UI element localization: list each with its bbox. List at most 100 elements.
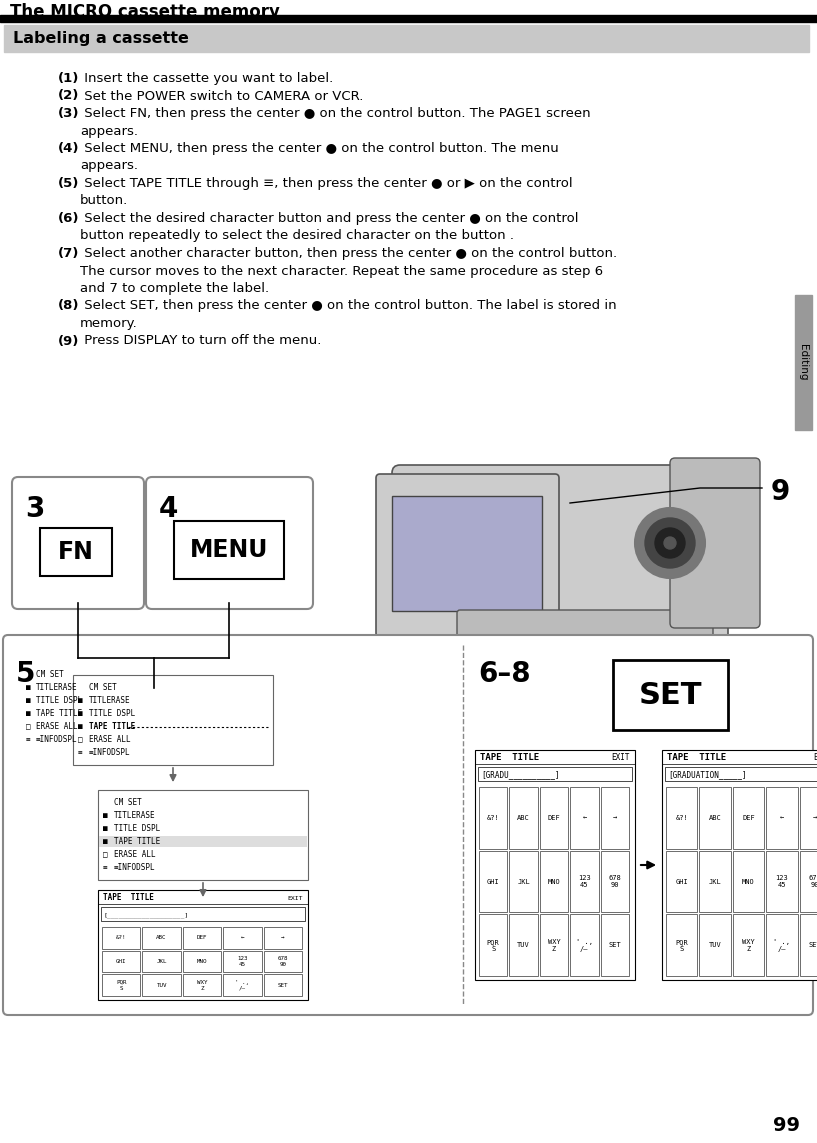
Text: 9: 9: [770, 478, 790, 506]
Text: ≡: ≡: [103, 863, 108, 872]
Bar: [666, 914, 698, 976]
Bar: [800, 850, 817, 912]
Text: PQR
S: PQR S: [676, 938, 688, 952]
Text: (6): (6): [58, 211, 79, 225]
Bar: [540, 850, 568, 912]
Bar: [510, 788, 538, 848]
Bar: [570, 788, 599, 848]
FancyBboxPatch shape: [12, 477, 144, 609]
Bar: [600, 850, 629, 912]
Text: (2): (2): [58, 89, 79, 103]
Text: &?!: &?!: [487, 815, 499, 821]
Bar: [142, 974, 181, 996]
Text: ■: ■: [26, 684, 30, 692]
Bar: [478, 767, 632, 781]
Text: [GRADU__________]: [GRADU__________]: [481, 770, 560, 780]
Bar: [613, 660, 728, 730]
Bar: [142, 951, 181, 973]
Bar: [662, 750, 817, 980]
Bar: [600, 788, 629, 848]
Bar: [102, 951, 141, 973]
Bar: [570, 914, 599, 976]
FancyBboxPatch shape: [392, 465, 728, 652]
Text: →: →: [281, 935, 284, 941]
Text: WXY
Z: WXY Z: [197, 980, 208, 991]
Bar: [183, 951, 221, 973]
Bar: [101, 908, 305, 921]
Bar: [766, 914, 797, 976]
Text: GHI: GHI: [116, 959, 127, 964]
Text: MNO: MNO: [742, 879, 755, 885]
Text: Insert the cassette you want to label.: Insert the cassette you want to label.: [80, 72, 333, 85]
Text: Select SET, then press the center ● on the control button. The label is stored i: Select SET, then press the center ● on t…: [80, 299, 617, 312]
Text: ≡INFODSPL: ≡INFODSPL: [36, 735, 78, 744]
Text: ≡INFODSPL: ≡INFODSPL: [89, 748, 131, 757]
Text: 678
90: 678 90: [278, 956, 288, 967]
Text: (3): (3): [58, 107, 79, 120]
FancyBboxPatch shape: [457, 610, 713, 646]
Bar: [74, 721, 272, 732]
Text: TAPE  TITLE: TAPE TITLE: [480, 753, 539, 762]
Text: ←: ←: [583, 815, 587, 821]
FancyBboxPatch shape: [146, 477, 313, 609]
Text: MNO: MNO: [547, 879, 560, 885]
Bar: [733, 788, 764, 848]
Text: EXIT: EXIT: [611, 753, 630, 762]
Bar: [666, 788, 698, 848]
Bar: [510, 850, 538, 912]
Text: ■: ■: [78, 709, 83, 718]
Text: EXIT: EXIT: [288, 895, 303, 901]
Text: ■: ■: [103, 837, 108, 846]
Bar: [699, 788, 730, 848]
Bar: [223, 951, 261, 973]
Text: CM SET: CM SET: [89, 684, 117, 692]
Bar: [264, 951, 302, 973]
Text: GHI: GHI: [487, 879, 499, 885]
Text: Select TAPE TITLE through ≡, then press the center ● or ▶ on the control: Select TAPE TITLE through ≡, then press …: [80, 177, 573, 190]
Text: →: →: [813, 815, 817, 821]
Bar: [102, 927, 141, 949]
Text: 99: 99: [773, 1116, 800, 1135]
Text: SET: SET: [809, 942, 817, 949]
Text: ≡INFODSPL: ≡INFODSPL: [114, 863, 155, 872]
Text: ERASE ALL: ERASE ALL: [89, 735, 131, 744]
Text: PQR
S: PQR S: [116, 980, 127, 991]
Text: □: □: [26, 722, 30, 732]
Text: ■: ■: [78, 696, 83, 705]
Text: EXIT: EXIT: [814, 753, 817, 762]
Text: ' .,
/–: ' ., /–: [576, 938, 593, 952]
Text: MNO: MNO: [197, 959, 208, 964]
Text: TAPE  TITLE: TAPE TITLE: [667, 753, 726, 762]
Text: □: □: [78, 735, 83, 744]
Bar: [733, 914, 764, 976]
Bar: [475, 750, 635, 980]
Text: JKL: JKL: [708, 879, 721, 885]
Text: TAPE TITLE: TAPE TITLE: [114, 837, 160, 846]
Text: TUV: TUV: [517, 942, 530, 949]
Text: Press DISPLAY to turn off the menu.: Press DISPLAY to turn off the menu.: [80, 335, 321, 347]
Text: button repeatedly to select the desired character on the button .: button repeatedly to select the desired …: [80, 230, 514, 242]
Text: 123
45: 123 45: [775, 876, 788, 888]
Bar: [699, 914, 730, 976]
Text: TUV: TUV: [156, 983, 167, 988]
Bar: [98, 790, 308, 880]
Text: Select MENU, then press the center ● on the control button. The menu: Select MENU, then press the center ● on …: [80, 142, 559, 155]
Bar: [540, 788, 568, 848]
Bar: [0, 15, 817, 22]
Bar: [800, 914, 817, 976]
Text: The MICRO cassette memory: The MICRO cassette memory: [10, 3, 280, 21]
Bar: [699, 850, 730, 912]
Text: ERASE ALL: ERASE ALL: [114, 850, 155, 860]
Text: ←: ←: [779, 815, 784, 821]
Text: 123
45: 123 45: [237, 956, 248, 967]
Text: DEF: DEF: [197, 935, 208, 941]
Text: ABC: ABC: [708, 815, 721, 821]
Text: &?!: &?!: [116, 935, 127, 941]
Bar: [99, 836, 307, 847]
Bar: [766, 788, 797, 848]
Text: and 7 to complete the label.: and 7 to complete the label.: [80, 282, 269, 295]
Text: (8): (8): [58, 299, 79, 312]
Text: ≡: ≡: [26, 735, 30, 744]
Bar: [665, 767, 817, 781]
Text: GHI: GHI: [676, 879, 688, 885]
